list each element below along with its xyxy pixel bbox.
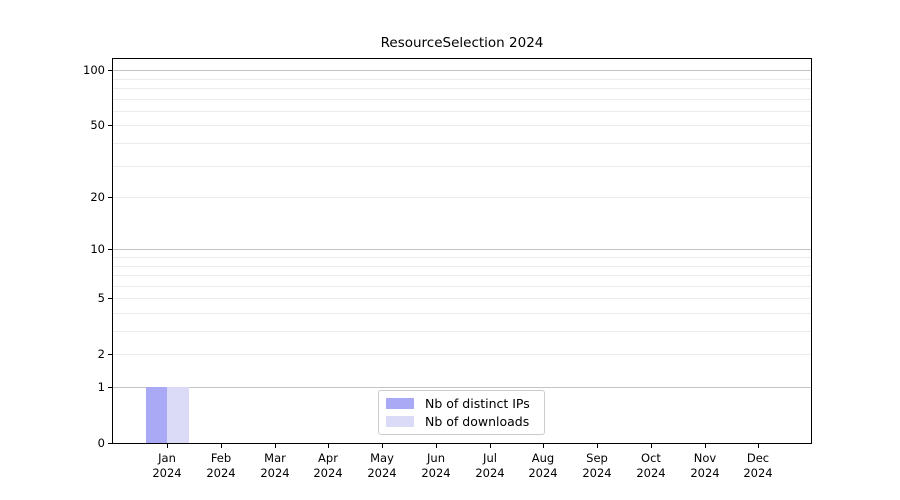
x-tick-mark-jan bbox=[167, 444, 168, 448]
minor-gridline-9 bbox=[113, 257, 811, 258]
x-tick-label-jan: Jan 2024 bbox=[152, 451, 182, 480]
major-gridline-1 bbox=[113, 387, 811, 388]
x-tick-label-apr: Apr 2024 bbox=[313, 451, 343, 480]
x-tick-label-dec: Dec 2024 bbox=[743, 451, 773, 480]
x-tick-mark-apr bbox=[328, 444, 329, 448]
legend: Nb of distinct IPs Nb of downloads bbox=[378, 390, 545, 435]
minor-gridline-8 bbox=[113, 266, 811, 267]
x-tick-mark-jul bbox=[490, 444, 491, 448]
legend-label-downloads: Nb of downloads bbox=[425, 414, 530, 429]
x-tick-label-feb: Feb 2024 bbox=[206, 451, 236, 480]
y-tick-mark-5 bbox=[108, 298, 112, 299]
y-tick-mark-20 bbox=[108, 197, 112, 198]
legend-item-distinct-ips: Nb of distinct IPs bbox=[386, 397, 544, 410]
minor-gridline-5 bbox=[113, 298, 811, 299]
x-tick-mark-aug bbox=[543, 444, 544, 448]
minor-gridline-40 bbox=[113, 143, 811, 144]
y-tick-mark-0 bbox=[108, 443, 112, 444]
minor-gridline-90 bbox=[113, 79, 811, 80]
y-tick-mark-1 bbox=[108, 387, 112, 388]
y-tick-label-1: 1 bbox=[97, 380, 105, 394]
x-tick-mark-jun bbox=[436, 444, 437, 448]
y-tick-label-2: 2 bbox=[97, 347, 105, 361]
y-tick-label-5: 5 bbox=[97, 291, 105, 305]
minor-gridline-30 bbox=[113, 166, 811, 167]
x-tick-label-may: May 2024 bbox=[367, 451, 397, 480]
y-tick-mark-2 bbox=[108, 354, 112, 355]
minor-gridline-20 bbox=[113, 197, 811, 198]
y-tick-mark-50 bbox=[108, 125, 112, 126]
minor-gridline-2 bbox=[113, 354, 811, 355]
y-tick-label-100: 100 bbox=[83, 63, 105, 77]
minor-gridline-80 bbox=[113, 88, 811, 89]
y-tick-label-0: 0 bbox=[97, 436, 105, 450]
legend-swatch-downloads-icon bbox=[386, 416, 414, 427]
legend-item-downloads: Nb of downloads bbox=[386, 415, 544, 428]
minor-gridline-6 bbox=[113, 286, 811, 287]
y-tick-label-50: 50 bbox=[90, 118, 105, 132]
x-tick-label-jun: Jun 2024 bbox=[421, 451, 451, 480]
y-tick-mark-100 bbox=[108, 70, 112, 71]
x-tick-label-aug: Aug 2024 bbox=[528, 451, 558, 480]
x-tick-mark-oct bbox=[651, 444, 652, 448]
y-tick-label-10: 10 bbox=[90, 242, 105, 256]
minor-gridline-4 bbox=[113, 313, 811, 314]
x-tick-label-oct: Oct 2024 bbox=[636, 451, 666, 480]
x-tick-label-nov: Nov 2024 bbox=[690, 451, 720, 480]
minor-gridline-60 bbox=[113, 111, 811, 112]
x-tick-mark-mar bbox=[275, 444, 276, 448]
legend-label-distinct-ips: Nb of distinct IPs bbox=[425, 396, 530, 411]
y-tick-mark-10 bbox=[108, 249, 112, 250]
major-gridline-10 bbox=[113, 249, 811, 250]
minor-gridline-70 bbox=[113, 99, 811, 100]
x-tick-mark-sep bbox=[597, 444, 598, 448]
minor-gridline-50 bbox=[113, 125, 811, 126]
x-tick-mark-nov bbox=[705, 444, 706, 448]
minor-gridline-3 bbox=[113, 331, 811, 332]
plot-area bbox=[112, 58, 812, 444]
bar-distinct-ips-jan bbox=[145, 387, 167, 443]
x-tick-label-jul: Jul 2024 bbox=[475, 451, 505, 480]
y-tick-label-20: 20 bbox=[90, 190, 105, 204]
x-tick-mark-may bbox=[382, 444, 383, 448]
x-tick-label-mar: Mar 2024 bbox=[260, 451, 290, 480]
x-tick-mark-feb bbox=[221, 444, 222, 448]
minor-gridline-7 bbox=[113, 275, 811, 276]
legend-swatch-distinct-ips-icon bbox=[386, 398, 414, 409]
chart-title: ResourceSelection 2024 bbox=[380, 35, 544, 51]
x-tick-mark-dec bbox=[758, 444, 759, 448]
bar-downloads-jan bbox=[167, 387, 189, 443]
major-gridline-100 bbox=[113, 70, 811, 71]
x-tick-label-sep: Sep 2024 bbox=[582, 451, 612, 480]
